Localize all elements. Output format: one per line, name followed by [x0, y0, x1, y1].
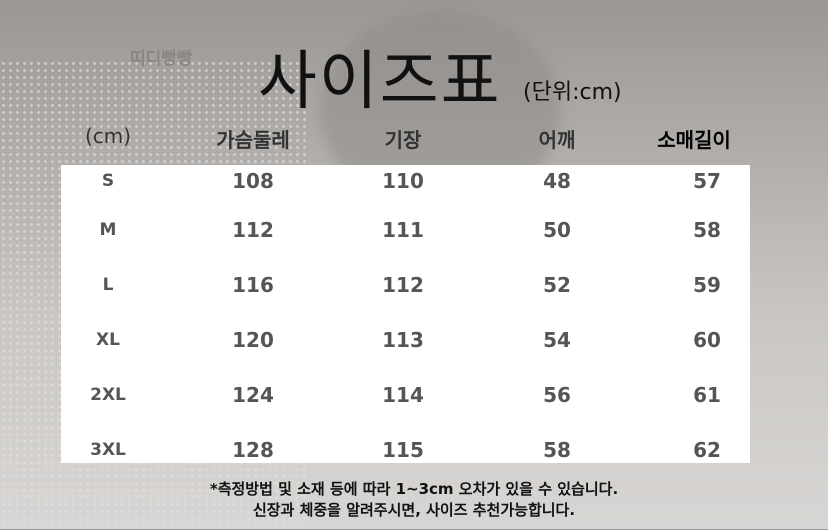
unit-label: (단위:cm)	[523, 80, 622, 105]
table-cell: 110	[382, 169, 424, 193]
size-label: 3XL	[90, 440, 126, 460]
table-cell: 58	[693, 218, 721, 242]
table-cell: 57	[693, 169, 721, 193]
size-label: XL	[96, 330, 120, 350]
size-table	[61, 165, 750, 463]
note-line-1: *측정방법 및 소재 등에 따라 1~3cm 오차가 있을 수 있습니다.	[209, 480, 619, 498]
table-cell: 61	[693, 383, 721, 407]
table-cell: 120	[232, 328, 274, 352]
size-label: S	[101, 171, 115, 191]
table-cell: 50	[543, 218, 571, 242]
column-header: 기장	[384, 128, 422, 152]
brand-name: 띠디빵빵	[130, 49, 193, 69]
size-label: L	[102, 275, 114, 295]
table-cell: 54	[543, 328, 571, 352]
table-cell: 124	[232, 383, 274, 407]
table-cell: 52	[543, 273, 571, 297]
table-cell: 113	[382, 328, 424, 352]
table-cell: 114	[382, 383, 424, 407]
table-cell: 111	[382, 218, 424, 242]
table-cell: 48	[543, 169, 571, 193]
table-cell: 58	[543, 438, 571, 462]
table-cell: 112	[232, 218, 274, 242]
table-cell: 59	[693, 273, 721, 297]
table-cell: 116	[232, 273, 274, 297]
column-header: 가슴둘레	[216, 128, 290, 152]
size-label: 2XL	[90, 385, 126, 405]
table-cell: 108	[232, 169, 274, 193]
column-header: (cm)	[84, 124, 132, 148]
table-cell: 56	[543, 383, 571, 407]
table-cell: 115	[382, 438, 424, 462]
column-header: 어깨	[538, 128, 576, 152]
table-cell: 62	[693, 438, 721, 462]
table-cell: 112	[382, 273, 424, 297]
note-line-2: 신장과 체중을 알려주시면, 사이즈 추천가능합니다.	[252, 501, 576, 519]
column-header: 소매길이	[657, 128, 731, 152]
table-cell: 60	[693, 328, 721, 352]
page-title: 사이즈표	[258, 45, 502, 119]
table-cell: 128	[232, 438, 274, 462]
size-label: M	[99, 220, 117, 240]
